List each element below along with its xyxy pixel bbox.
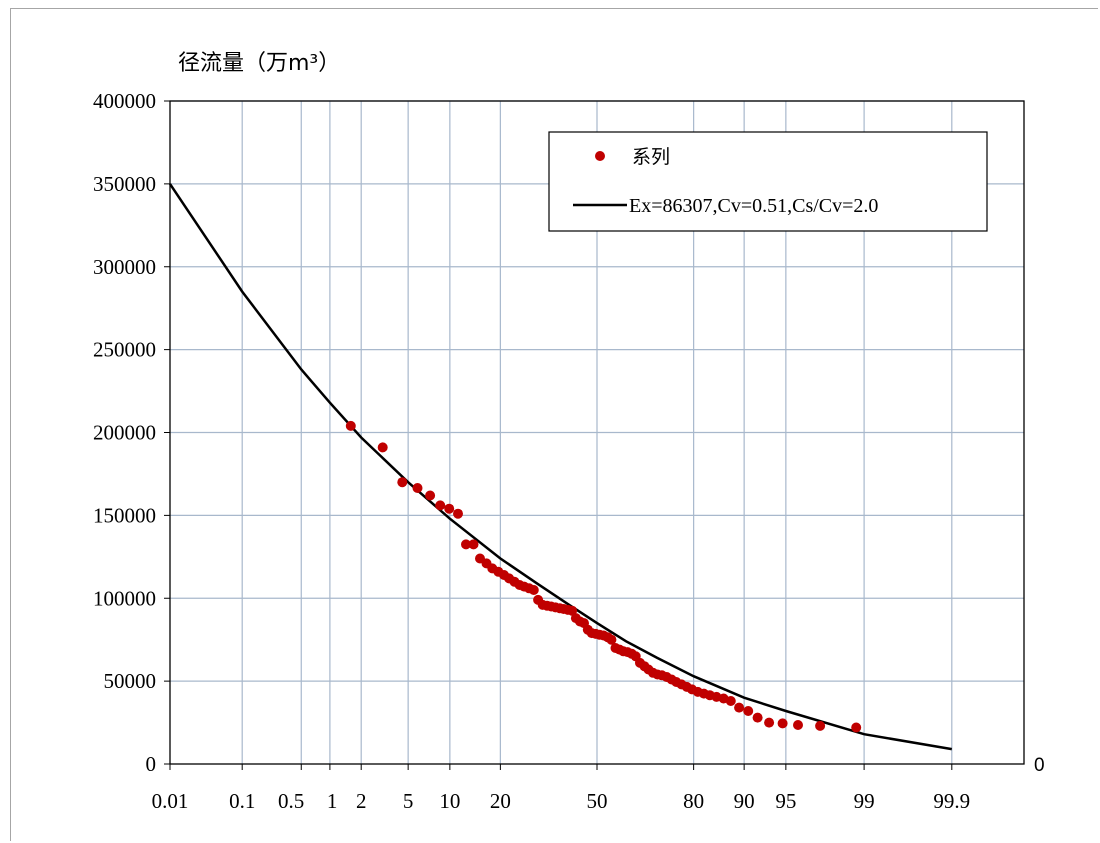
data-point [815,720,826,731]
stray-zero-label: 0 [1034,755,1045,776]
x-tick-label: 0.01 [152,789,189,813]
x-tick-label: 20 [490,789,511,813]
y-axis: 0 50000 100000 150000 200000 250000 300000 3500… [93,89,170,776]
legend-label-points: 系列 [632,146,670,168]
data-point [468,539,479,550]
y-axis-label: 径流量（万m³） [178,51,340,76]
data-point [528,585,539,595]
x-tick-label: 2 [356,789,367,813]
legend-box [548,131,988,232]
x-axis: 0.01 0.1 0.5 1 2 5 10 20 50 80 90 95 99 99.9 [152,764,970,813]
data-point [764,717,775,728]
x-tick-label: 99 [854,789,875,813]
data-point [777,718,788,729]
x-tick-label: 0.5 [278,789,304,813]
data-point [435,500,446,511]
data-point [425,490,436,501]
y-tick-label: 350000 [93,172,156,196]
data-point [606,634,617,645]
x-tick-label: 0.1 [229,789,255,813]
y-tick-label: 150000 [93,503,156,527]
data-point [444,503,455,514]
grid [170,100,1024,764]
data-point [397,477,408,488]
y-tick-label: 200000 [93,421,156,445]
data-point [345,420,356,431]
fitted-curve [168,183,953,751]
y-tick-label: 400000 [93,89,156,113]
observed-points [345,420,862,733]
data-point [752,712,763,723]
data-point [851,722,862,733]
x-tick-label: 50 [587,789,608,813]
y-tick-label: 250000 [93,338,156,362]
data-point [377,442,388,453]
data-point [453,508,463,519]
y-tick-label: 300000 [93,255,156,279]
data-point [793,720,803,730]
x-tick-label: 80 [683,789,704,813]
y-tick-label: 100000 [93,586,156,610]
y-tick-label: 50000 [104,669,157,693]
x-tick-label: 5 [403,789,414,813]
data-point [461,539,471,550]
y-tick-label: 0 [146,752,157,776]
data-point [412,483,423,493]
data-point [725,696,736,706]
chart-frame [10,8,1098,841]
x-tick-label: 90 [734,789,755,813]
x-tick-label: 99.9 [933,789,970,813]
legend-label-curve: Ex=86307,Cv=0.51,Cs/Cv=2.0 [629,195,878,217]
legend: 系列 Ex=86307,Cv=0.51,Cs/Cv=2.0 [548,131,988,232]
data-point [743,706,754,716]
data-point [567,605,578,616]
legend-marker-points [595,151,605,161]
data-point [734,702,745,713]
x-tick-label: 10 [439,789,460,813]
x-tick-label: 95 [775,789,796,813]
x-tick-label: 1 [327,789,338,813]
